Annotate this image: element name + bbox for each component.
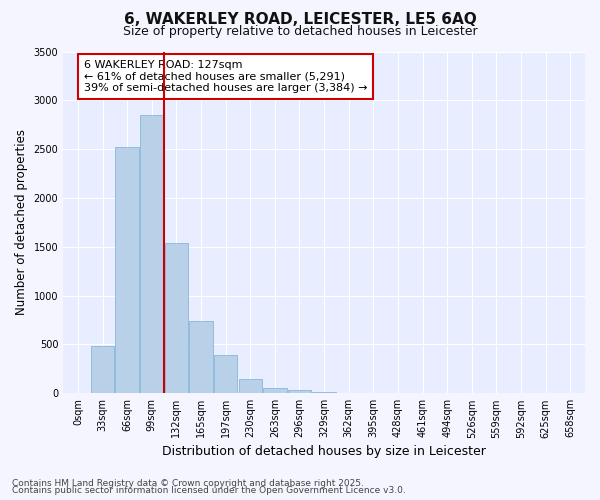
Bar xyxy=(288,390,311,394)
Text: Contains HM Land Registry data © Crown copyright and database right 2025.: Contains HM Land Registry data © Crown c… xyxy=(12,478,364,488)
Bar xyxy=(190,321,213,394)
Bar xyxy=(313,392,336,394)
Bar xyxy=(165,243,188,394)
Bar xyxy=(239,378,262,394)
Bar xyxy=(214,355,238,394)
X-axis label: Distribution of detached houses by size in Leicester: Distribution of detached houses by size … xyxy=(162,444,486,458)
Bar xyxy=(140,115,163,394)
Bar xyxy=(91,346,114,394)
Bar xyxy=(263,388,287,394)
Text: Size of property relative to detached houses in Leicester: Size of property relative to detached ho… xyxy=(122,25,478,38)
Bar xyxy=(115,147,139,394)
Text: 6, WAKERLEY ROAD, LEICESTER, LE5 6AQ: 6, WAKERLEY ROAD, LEICESTER, LE5 6AQ xyxy=(124,12,476,28)
Text: Contains public sector information licensed under the Open Government Licence v3: Contains public sector information licen… xyxy=(12,486,406,495)
Text: 6 WAKERLEY ROAD: 127sqm
← 61% of detached houses are smaller (5,291)
39% of semi: 6 WAKERLEY ROAD: 127sqm ← 61% of detache… xyxy=(84,60,368,93)
Y-axis label: Number of detached properties: Number of detached properties xyxy=(15,130,28,316)
